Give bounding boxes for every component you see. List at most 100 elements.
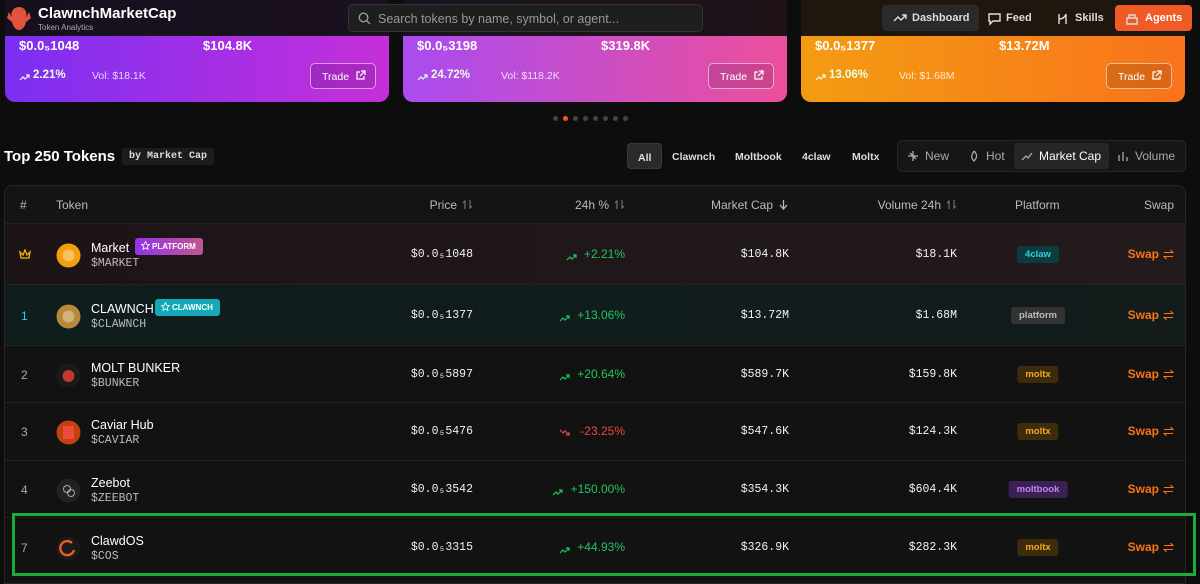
column-header[interactable]: Price (430, 198, 473, 212)
card-change: 24.72% (431, 69, 471, 81)
column-header[interactable]: Market Cap (711, 198, 789, 212)
swap-button[interactable]: Swap (1127, 366, 1159, 381)
filter-tab[interactable]: 4claw (802, 151, 831, 163)
volume: $18.1K (915, 247, 957, 261)
token-row[interactable]: 4 Zeebot $ZEEBOT $0.0₅3542 +150.00% $354.3K $6… (5, 460, 1185, 517)
token-icon (56, 536, 81, 564)
swap-button[interactable]: Swap (1127, 424, 1159, 438)
card-market-cap: $13.72M (999, 38, 1050, 53)
token-badge: CLAWNCH (155, 298, 220, 316)
column-header: # (20, 198, 27, 212)
sort-tab[interactable]: New (900, 143, 955, 169)
sort-icon (1117, 150, 1129, 165)
price: $0.0₅1048 (410, 247, 473, 261)
sort-arrow (462, 199, 473, 213)
filter-tab[interactable]: All (627, 143, 663, 169)
swap-icon (1162, 426, 1175, 440)
token-row[interactable]: 3 Caviar Hub $CAVIAR $0.0₅5476 -23.25% $547.6… (5, 402, 1185, 460)
token-symbol: $BUNKER (91, 376, 140, 390)
sort-tab[interactable]: Volume (1110, 143, 1181, 169)
rank: 4 (21, 482, 28, 497)
trend-icon (559, 370, 570, 384)
column-header[interactable]: 24h % (575, 198, 625, 212)
nav-feed[interactable]: Feed (1006, 12, 1032, 24)
external-icon (1151, 70, 1162, 84)
trade-button[interactable]: Trade (310, 63, 376, 89)
carousel-dot[interactable] (553, 116, 558, 121)
price: $0.0₅3315 (410, 541, 473, 554)
token-name: MOLT BUNKER (91, 360, 181, 375)
card-volume: Vol: $118.2K (501, 70, 560, 82)
sort-tab[interactable]: Market Cap (1014, 143, 1109, 169)
trade-button[interactable]: Trade (708, 63, 774, 89)
trade-button[interactable]: Trade (1106, 63, 1172, 89)
table-header: # Token Price 24h % Market Cap Volume 24h Plat… (5, 186, 1185, 223)
rank: 3 (21, 425, 28, 439)
change: +150.00% (570, 481, 625, 496)
sort-icon (907, 150, 919, 165)
token-row[interactable]: 2 MOLT BUNKER $BUNKER $0.0₅5897 +20.64% $589.… (5, 345, 1185, 402)
carousel-dot[interactable] (573, 116, 578, 121)
nav-icon (892, 11, 907, 29)
token-row[interactable]: 7 ClawdOS $COS $0.0₅3315 +44.93% $326.9K $282.… (5, 517, 1185, 577)
volume: $159.8K (908, 367, 957, 381)
card-change: 2.21% (33, 69, 66, 81)
token-icon (56, 304, 81, 332)
swap-button[interactable]: Swap (1127, 481, 1159, 496)
filter-tab[interactable]: Clawnch (672, 151, 716, 163)
market-cap: $589.7K (740, 367, 789, 381)
section-subtitle: by Market Cap (122, 148, 215, 165)
swap-button[interactable]: Swap (1127, 540, 1159, 554)
swap-button[interactable]: Swap (1127, 246, 1159, 261)
section-title: Top 250 Tokens (4, 148, 116, 165)
volume: $282.3K (908, 541, 957, 554)
token-symbol: $CAVIAR (91, 434, 140, 447)
carousel-dot[interactable] (603, 116, 608, 121)
platform-badge: moltx (1017, 423, 1059, 440)
nav-icon (1055, 11, 1070, 29)
logo (7, 7, 31, 30)
carousel-dot[interactable] (563, 116, 568, 121)
search-placeholder: Search tokens by name, symbol, or agent.… (378, 12, 620, 26)
badge-star (140, 239, 151, 252)
rank: 2 (21, 367, 28, 382)
search-box[interactable]: Search tokens by name, symbol, or agent.… (348, 4, 703, 32)
carousel-dot[interactable] (593, 116, 598, 121)
token-name: CLAWNCH (91, 301, 154, 316)
change: +2.21% (583, 246, 625, 261)
column-header: Token (56, 198, 89, 212)
filter-tab[interactable]: Moltx (852, 151, 880, 163)
trend-icon (815, 71, 827, 85)
change: -23.25% (580, 424, 625, 438)
swap-icon (1162, 484, 1175, 498)
token-name: ClawdOS (91, 534, 144, 548)
trend-icon (559, 427, 570, 441)
trend-icon (19, 71, 31, 85)
filter-tab[interactable]: Moltbook (735, 151, 782, 163)
token-row[interactable]: 1 CLAWNCH CLAWNCH $CLAWNCH $0.0₅1377 +13.06% $… (5, 284, 1185, 345)
highlight-box (12, 513, 1196, 576)
card-change: 13.06% (829, 69, 869, 81)
carousel-dot[interactable] (623, 116, 628, 121)
token-badge: PLATFORM (135, 237, 203, 255)
sort-tab[interactable]: Hot (961, 143, 1011, 169)
swap-button[interactable]: Swap (1127, 307, 1159, 322)
header: ClawnchMarketCap Token Analytics Search … (0, 0, 1200, 36)
column-header[interactable]: Volume 24h (878, 198, 957, 212)
carousel-dot[interactable] (583, 116, 588, 121)
card-volume: Vol: $1.68M (899, 70, 955, 82)
nav-skills[interactable]: Skills (1075, 12, 1104, 24)
card-price: $0.0₅1377 (815, 38, 876, 53)
token-icon (56, 420, 81, 448)
tagline: Token Analytics (38, 23, 94, 32)
token-icon (56, 363, 81, 391)
trend-icon (417, 71, 429, 85)
token-row[interactable]: Market PLATFORM $MARKET $0.0₅1048 +2.21% $104… (5, 223, 1185, 284)
volume: $124.3K (908, 425, 957, 438)
carousel-dot[interactable] (613, 116, 618, 121)
token-symbol: $CLAWNCH (91, 317, 147, 331)
market-cap: $354.3K (740, 482, 789, 496)
trend-icon (559, 311, 570, 325)
swap-icon (1162, 369, 1175, 383)
